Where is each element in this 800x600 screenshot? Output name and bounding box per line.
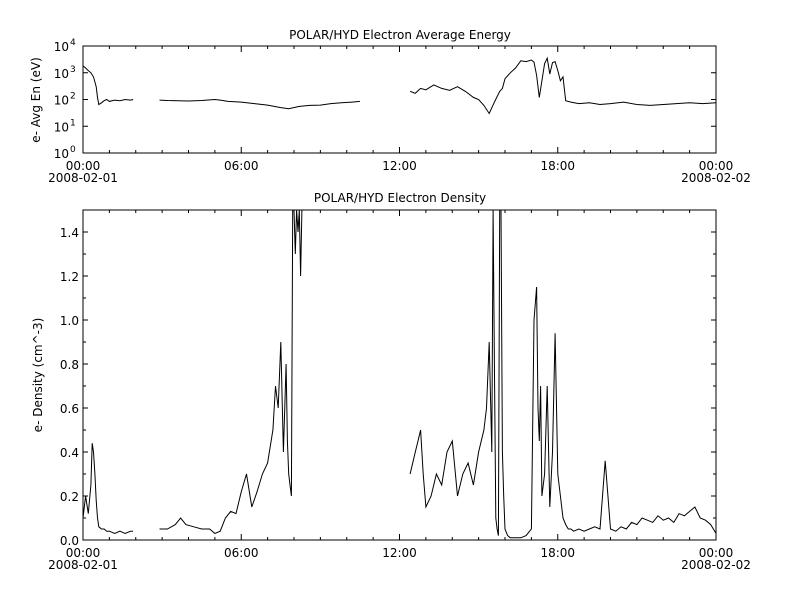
energy-xtick-label: 12:00	[382, 159, 417, 173]
energy-ytick-exponent: 1	[70, 118, 76, 128]
density-y-axis: 0.0 0.2 0.4 0.6 0.8 1.0 1.2 1.4	[60, 209, 716, 548]
energy-xtick-date: 2008-02-02	[681, 171, 751, 185]
density-xtick-label: 12:00	[382, 546, 417, 560]
energy-title: POLAR/HYD Electron Average Energy	[289, 28, 511, 42]
energy-ytick-exponent: 0	[70, 145, 76, 155]
density-xtick-date: 2008-02-02	[681, 558, 751, 572]
energy-xtick-label: 06:00	[224, 159, 259, 173]
energy-ytick-label: 10	[54, 147, 69, 161]
density-ytick-label: 0.4	[60, 446, 79, 460]
energy-ytick-label: 10	[54, 94, 69, 108]
density-title: POLAR/HYD Electron Density	[314, 191, 486, 205]
energy-xtick-label: 18:00	[540, 159, 575, 173]
energy-ytick-exponent: 3	[70, 65, 76, 75]
energy-xtick-label: 00:00	[66, 159, 101, 173]
energy-ytick-label: 10	[54, 120, 69, 134]
energy-xtick-date: 2008-02-01	[48, 171, 118, 185]
energy-ytick-label: 10	[54, 40, 69, 54]
density-xtick-label: 00:00	[66, 546, 101, 560]
energy-ytick-exponent: 2	[70, 92, 76, 102]
density-plot-frame	[82, 209, 717, 541]
density-ytick-label: 0.8	[60, 358, 79, 372]
density-ylabel: e- Density (cm^-3)	[31, 318, 45, 433]
energy-plot-frame	[82, 45, 717, 154]
density-panel: POLAR/HYD Electron Density 0.00.20.40.60…	[31, 191, 751, 572]
density-ytick-label: 0.6	[60, 402, 79, 416]
energy-xtick-label: 00:00	[699, 159, 734, 173]
energy-ytick-exponent: 4	[70, 38, 76, 48]
density-xtick-label: 06:00	[224, 546, 259, 560]
density-xtick-label: 18:00	[540, 546, 575, 560]
energy-ylabel: e- Avg En (eV)	[29, 57, 43, 143]
energy-ytick-label: 10	[54, 67, 69, 81]
density-ytick-label: 1.0	[60, 314, 79, 328]
density-ytick-label: 0.0	[60, 534, 79, 548]
density-series-line	[82, 209, 717, 539]
density-ytick-label: 1.2	[60, 270, 79, 284]
density-xtick-label: 00:00	[699, 546, 734, 560]
density-ytick-label: 1.4	[60, 226, 79, 240]
energy-series-line	[82, 56, 717, 115]
density-ytick-label: 0.2	[60, 490, 79, 504]
density-xtick-date: 2008-02-01	[48, 558, 118, 572]
